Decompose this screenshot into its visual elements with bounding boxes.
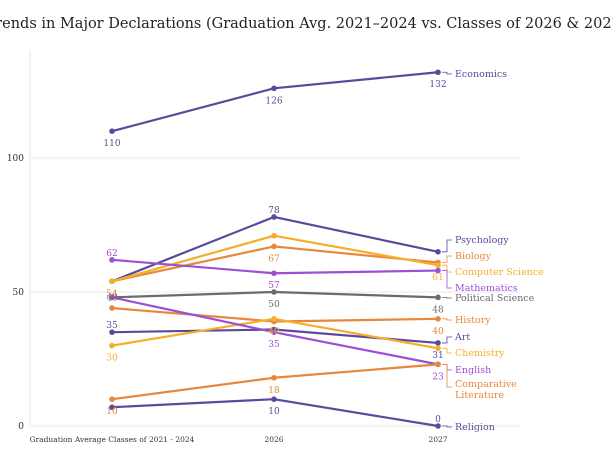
series-labels: Economics Psychology Biology Computer Scien… <box>442 69 544 433</box>
point-comparative-literature-2 <box>435 361 441 368</box>
leader-biology <box>442 255 452 263</box>
chart-title: Trends in Major Declarations (Graduation… <box>0 16 613 32</box>
data-label-art-2: 31 <box>432 351 443 361</box>
data-label-mathematics-1: 57 <box>268 281 280 291</box>
series-name-biology: Biology <box>455 251 492 262</box>
point-chemistry-2 <box>435 345 441 352</box>
data-label-comparative-literature-0: 10 <box>106 407 118 417</box>
series-name-english: English <box>455 365 491 376</box>
point-economics-2 <box>435 69 441 76</box>
data-label-english-1: 35 <box>268 340 280 350</box>
data-label-chemistry-0: 30 <box>106 354 118 364</box>
point-art-0 <box>109 329 115 336</box>
point-chemistry-1 <box>271 316 277 322</box>
point-political-science-1 <box>271 289 277 295</box>
leader-mathematics <box>442 270 452 289</box>
data-label-mathematics-0: 62 <box>106 249 117 259</box>
point-comparative-literature-1 <box>271 374 277 381</box>
data-label-biology-0: 54 <box>106 289 118 299</box>
series-label-art: Art <box>442 332 470 344</box>
leader-chemistry <box>442 347 452 354</box>
data-label-biology-1: 67 <box>268 254 280 264</box>
leader-political-science <box>442 296 452 299</box>
point-religion-2 <box>435 423 441 429</box>
leader-psychology <box>442 239 452 253</box>
point-chemistry-0 <box>109 342 115 349</box>
series-label-political-science: Political Science <box>442 293 535 304</box>
series-name-computer-science: Computer Science <box>455 267 544 278</box>
data-label-chemistry-1: 40 <box>268 327 280 337</box>
leader-religion <box>442 425 452 428</box>
x-tick-graduation-average-classes-of-2021-2024: Graduation Average Classes of 2021 - 202… <box>30 435 195 444</box>
leader-computer-science <box>442 264 452 273</box>
point-psychology-1 <box>271 214 277 220</box>
series-name-religion: Religion <box>455 422 495 433</box>
data-label-english-2: 23 <box>432 372 444 382</box>
point-economics-1 <box>271 85 277 92</box>
point-history-0 <box>109 305 115 311</box>
series-name-art: Art <box>454 332 470 343</box>
point-biology-1 <box>271 243 277 250</box>
series-label-economics: Economics <box>442 69 507 80</box>
data-label-economics-2: 132 <box>429 80 446 90</box>
point-mathematics-2 <box>435 267 441 274</box>
point-english-0 <box>109 294 115 301</box>
series-lines <box>109 69 441 429</box>
leader-art <box>442 336 452 344</box>
y-tick-50: 50 <box>13 288 25 298</box>
series-name-psychology: Psychology <box>455 235 509 246</box>
y-tick-100: 100 <box>7 154 24 164</box>
point-psychology-2 <box>435 249 441 255</box>
series-label-computer-science: Computer Science <box>442 264 544 278</box>
point-computer-science-0 <box>109 278 115 285</box>
data-label-religion-2: 0 <box>435 415 441 425</box>
data-label-psychology-1: 78 <box>268 206 280 216</box>
point-computer-science-1 <box>271 232 277 239</box>
leader-history <box>442 318 452 321</box>
data-label-political-science-0: 48 <box>106 293 118 303</box>
point-art-2 <box>435 340 441 346</box>
series-label-chemistry: Chemistry <box>442 347 505 359</box>
series-label-comparative-literature: Comparative Literature <box>442 363 517 401</box>
series-label-religion: Religion <box>442 422 495 433</box>
data-label-history-2: 40 <box>432 327 444 337</box>
series-name-comparative-literature: Comparative Literature <box>455 379 517 401</box>
x-tick-2026: 2026 <box>264 435 283 444</box>
data-label-religion-1: 10 <box>268 407 280 417</box>
point-economics-0 <box>109 128 115 134</box>
data-label-political-science-2: 48 <box>432 305 444 315</box>
series-label-biology: Biology <box>442 251 492 263</box>
series-name-mathematics: Mathematics <box>455 283 518 294</box>
series-name-chemistry: Chemistry <box>455 348 505 359</box>
point-religion-0 <box>109 404 115 411</box>
series-label-mathematics: Mathematics <box>442 270 518 294</box>
series-label-psychology: Psychology <box>442 235 509 253</box>
series-name-political-science: Political Science <box>455 293 535 304</box>
data-label-economics-0: 110 <box>103 139 120 149</box>
data-label-computer-science-2: 61 <box>432 273 443 283</box>
data-label-political-science-1: 50 <box>268 300 280 310</box>
point-political-science-2 <box>435 294 441 301</box>
data-label-comparative-literature-1: 18 <box>268 386 280 396</box>
point-english-1 <box>271 329 277 336</box>
series-label-history: History <box>442 315 491 326</box>
data-label-economics-1: 126 <box>265 96 282 106</box>
point-mathematics-1 <box>271 270 277 277</box>
series-name-history: History <box>455 315 491 326</box>
leader-comparative-literature <box>442 363 452 388</box>
series-label-english: English <box>442 363 491 376</box>
data-labels: 110 126 132 78 54 67 61 62 57 48 50 48 40 35 31 30 40 35 2… <box>103 80 446 425</box>
x-tick-2027: 2027 <box>428 435 447 444</box>
point-mathematics-0 <box>109 257 115 263</box>
point-comparative-literature-0 <box>109 396 115 403</box>
point-history-2 <box>435 316 441 322</box>
point-computer-science-2 <box>435 262 441 269</box>
y-tick-0: 0 <box>18 422 24 432</box>
leader-economics <box>442 71 452 75</box>
data-label-art-0: 35 <box>106 321 118 331</box>
series-name-economics: Economics <box>455 69 507 80</box>
point-religion-1 <box>271 396 277 403</box>
